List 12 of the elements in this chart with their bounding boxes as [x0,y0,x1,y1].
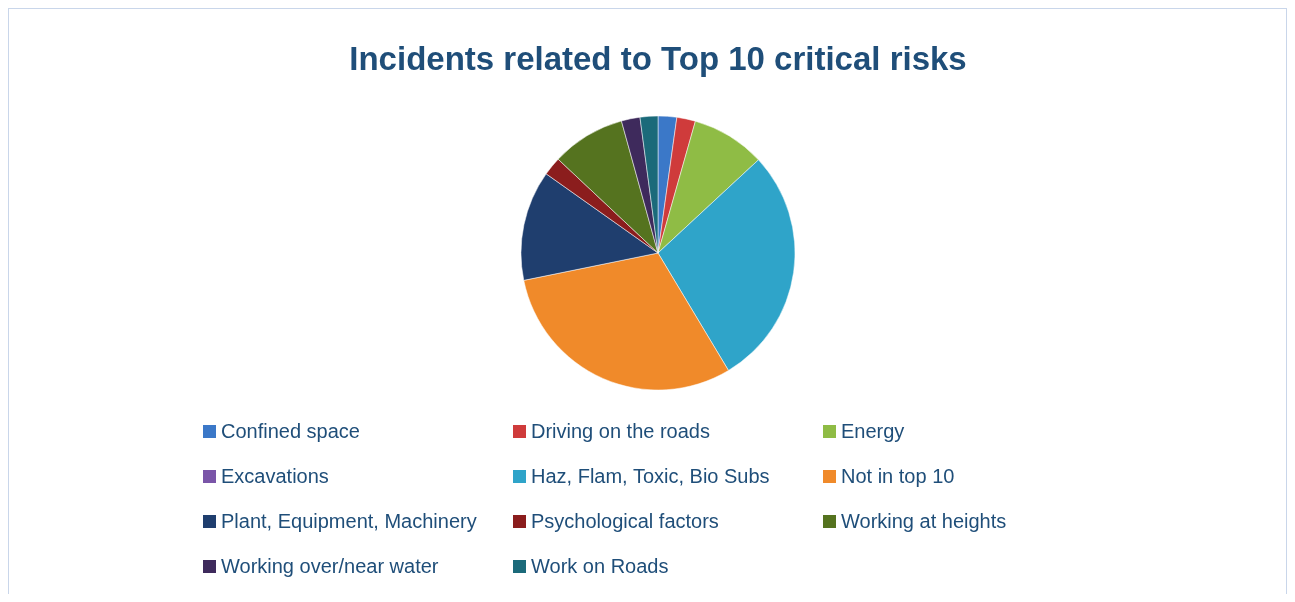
legend-label: Working at heights [841,510,1007,532]
legend-label: Psychological factors [531,510,719,532]
legend-label: Energy [841,420,905,442]
legend-label: Working over/near water [221,555,439,577]
legend-label: Confined space [221,420,360,442]
chart-title: Incidents related to Top 10 critical risks [349,40,967,77]
legend-label: Excavations [221,465,329,487]
legend-label: Plant, Equipment, Machinery [221,510,477,532]
legend-label: Haz, Flam, Toxic, Bio Subs [531,465,770,487]
legend-label: Work on Roads [531,555,669,577]
legend-label: Driving on the roads [531,420,710,442]
legend-label: Not in top 10 [841,465,955,487]
